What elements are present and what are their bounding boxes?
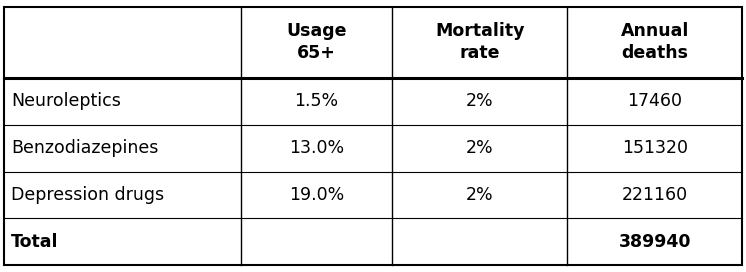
Text: Usage
65+: Usage 65+ bbox=[286, 22, 347, 63]
Text: Annual
deaths: Annual deaths bbox=[621, 22, 689, 63]
Text: 389940: 389940 bbox=[618, 233, 691, 251]
Text: 19.0%: 19.0% bbox=[289, 186, 344, 204]
Text: Total: Total bbox=[11, 233, 59, 251]
Text: 1.5%: 1.5% bbox=[295, 92, 339, 110]
Text: 2%: 2% bbox=[466, 186, 494, 204]
Text: 2%: 2% bbox=[466, 92, 494, 110]
Text: Mortality
rate: Mortality rate bbox=[435, 22, 524, 63]
Text: 2%: 2% bbox=[466, 139, 494, 157]
Text: 17460: 17460 bbox=[627, 92, 683, 110]
Text: 13.0%: 13.0% bbox=[289, 139, 344, 157]
Text: Benzodiazepines: Benzodiazepines bbox=[11, 139, 159, 157]
Text: 221160: 221160 bbox=[621, 186, 688, 204]
Text: Depression drugs: Depression drugs bbox=[11, 186, 164, 204]
Text: 151320: 151320 bbox=[622, 139, 688, 157]
Text: Neuroleptics: Neuroleptics bbox=[11, 92, 121, 110]
